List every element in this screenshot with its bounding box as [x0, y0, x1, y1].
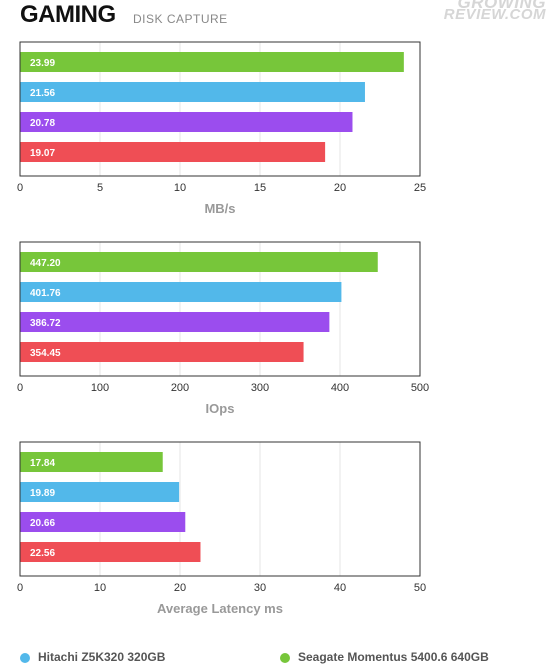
bar-value-label: 20.78 [30, 118, 55, 129]
bar-value-label: 17.84 [30, 458, 55, 469]
plot-frame [19, 441, 421, 577]
x-tick-label: 50 [414, 582, 426, 594]
bar [20, 312, 330, 332]
x-tick-label: 200 [171, 382, 189, 394]
bar [20, 52, 404, 72]
bar-value-label: 19.89 [30, 488, 55, 499]
legend-swatch-hitachi [20, 652, 30, 663]
bar-value-label: 19.07 [30, 148, 55, 159]
x-tick-label: 0 [17, 182, 23, 194]
x-axis-label: MB/s [204, 201, 235, 216]
x-tick-label: 100 [91, 382, 109, 394]
bar [20, 482, 180, 502]
watermark-line-2: REVIEW.COM [443, 6, 546, 23]
bar [20, 282, 342, 302]
bar-value-label: 447.20 [30, 258, 61, 269]
plot-frame [19, 241, 421, 377]
bar [20, 512, 186, 532]
watermark-line-1: GROWING [457, 0, 546, 12]
page-subtitle: DISK CAPTURE [133, 12, 228, 26]
x-tick-label: 300 [251, 382, 269, 394]
bar [20, 452, 163, 472]
watermark-logo: GROWING REVIEW.COM [416, 0, 546, 28]
bar-value-label: 20.66 [30, 518, 55, 529]
x-tick-label: 25 [414, 182, 426, 194]
x-tick-label: 20 [174, 582, 186, 594]
legend-label-hitachi: Hitachi Z5K320 320GB [38, 650, 166, 664]
bar-value-label: 386.72 [30, 318, 61, 329]
benchmark-charts: 23.99 21.56 20.78 19.07 0 5 10 15 20 25 MB/s 447.20… [17, 41, 429, 616]
x-tick-label: 40 [334, 582, 346, 594]
plot-frame [19, 41, 421, 177]
bar [20, 342, 304, 362]
x-tick-label: 5 [97, 182, 103, 194]
bar-value-label: 22.56 [30, 548, 55, 559]
x-tick-label: 400 [331, 382, 349, 394]
bar [20, 82, 365, 102]
page-title: GAMING [20, 1, 116, 28]
x-tick-label: 0 [17, 382, 23, 394]
bar [20, 112, 353, 132]
x-tick-label: 15 [254, 182, 266, 194]
x-tick-label: 10 [174, 182, 186, 194]
legend-swatch-seagate [280, 652, 290, 663]
x-tick-label: 20 [334, 182, 346, 194]
x-tick-label: 30 [254, 582, 266, 594]
legend-item-seagate: Seagate Momentus 5400.6 640GB [280, 650, 489, 664]
bar-value-label: 354.45 [30, 348, 61, 359]
x-axis-label: IOps [206, 401, 235, 416]
x-tick-label: 0 [17, 582, 23, 594]
legend-label-seagate: Seagate Momentus 5400.6 640GB [298, 650, 489, 664]
bar-value-label: 21.56 [30, 88, 55, 99]
bar-value-label: 23.99 [30, 58, 55, 69]
bar [20, 542, 201, 562]
bar [20, 142, 326, 162]
legend: Hitachi Z5K320 320GB Seagate Momentus 54… [20, 650, 550, 664]
legend-item-hitachi: Hitachi Z5K320 320GB [20, 650, 165, 664]
bar-value-label: 401.76 [30, 288, 61, 299]
x-tick-label: 10 [94, 582, 106, 594]
bar [20, 252, 378, 272]
x-axis-label: Average Latency ms [157, 601, 283, 616]
x-tick-label: 500 [411, 382, 429, 394]
